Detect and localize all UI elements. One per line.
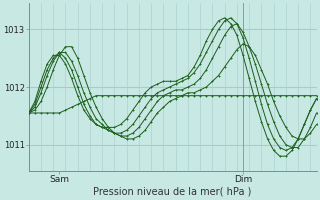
X-axis label: Pression niveau de la mer( hPa ): Pression niveau de la mer( hPa )	[93, 187, 252, 197]
